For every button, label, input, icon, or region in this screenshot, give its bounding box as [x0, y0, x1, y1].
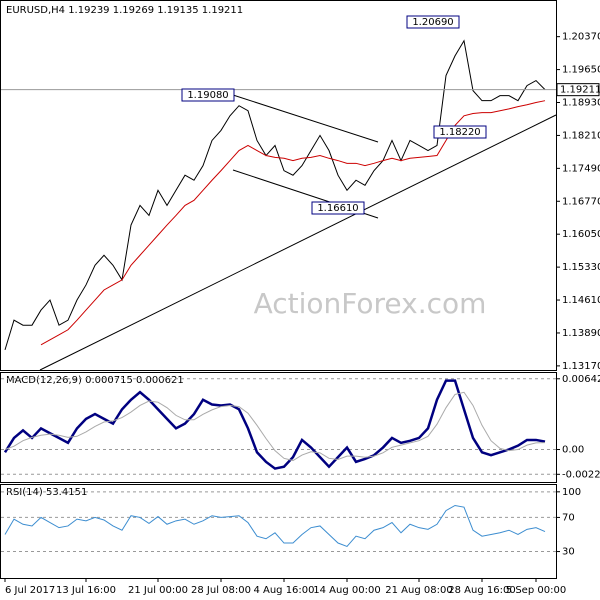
- rsi-title: RSI(14) 53.4151: [6, 487, 87, 498]
- x-tick-label: 5 Sep 00:00: [506, 585, 566, 596]
- y-tick-label: 1.20370: [562, 32, 600, 43]
- watermark: ActionForex.com: [254, 287, 487, 320]
- x-tick-label: 21 Jul 00:00: [128, 585, 188, 596]
- annotation: 1.20690: [412, 17, 453, 28]
- annotation-box: [181, 88, 235, 102]
- y-tick-label: 100: [562, 487, 581, 498]
- x-tick-label: 13 Jul 16:00: [56, 585, 116, 596]
- annotation: 1.19080: [187, 90, 228, 101]
- y-tick-label: 1.15330: [562, 262, 600, 273]
- y-tick-label: 0.006425: [562, 374, 600, 385]
- macd-panel: [0, 372, 557, 483]
- macd-title: MACD(12,26,9) 0.000715 0.000621: [6, 375, 184, 386]
- channel-upper: [232, 94, 379, 143]
- y-tick-label: 1.16050: [562, 229, 600, 240]
- x-tick-label: 28 Aug 16:00: [448, 585, 515, 596]
- x-tick-label: 4 Aug 16:00: [253, 585, 314, 596]
- series-line: [4, 39, 546, 351]
- series-line: [4, 391, 546, 462]
- annotation: 1.18220: [439, 127, 480, 138]
- trend-line: [39, 114, 557, 371]
- series-line: [3, 379, 546, 470]
- y-tick-label: 1.18930: [562, 98, 600, 109]
- y-tick-label: 1.16770: [562, 196, 600, 207]
- y-tick-label: 0.00: [562, 445, 584, 456]
- annotation: 1.16610: [317, 203, 358, 214]
- y-tick-label: 1.17490: [562, 163, 600, 174]
- series-line: [4, 504, 546, 548]
- rsi-panel: [0, 484, 557, 579]
- x-tick-label: 21 Aug 08:00: [385, 585, 452, 596]
- current-price-label: 1.19211: [560, 85, 600, 96]
- current-price-box: [556, 83, 600, 97]
- y-tick-label: 1.13170: [562, 361, 600, 372]
- y-tick-label: 1.19650: [562, 65, 600, 76]
- y-tick-label: 1.18210: [562, 130, 600, 141]
- y-tick-label: -0.002251: [562, 469, 600, 480]
- annotation-box: [406, 15, 460, 29]
- series-line: [40, 100, 546, 346]
- annotation-box: [311, 201, 365, 215]
- annotation-box: [433, 125, 487, 139]
- chart-title: EURUSD,H4 1.19239 1.19269 1.19135 1.1921…: [6, 5, 243, 16]
- y-tick-label: 1.14610: [562, 295, 600, 306]
- y-tick-label: 70: [562, 512, 575, 523]
- y-tick-label: 1.13890: [562, 328, 600, 339]
- x-tick-label: 28 Jul 08:00: [191, 585, 251, 596]
- x-tick-label: 14 Aug 00:00: [313, 585, 380, 596]
- y-tick-label: 30: [562, 547, 575, 558]
- price-panel: [0, 0, 557, 371]
- x-tick-label: 6 Jul 2017: [5, 585, 55, 596]
